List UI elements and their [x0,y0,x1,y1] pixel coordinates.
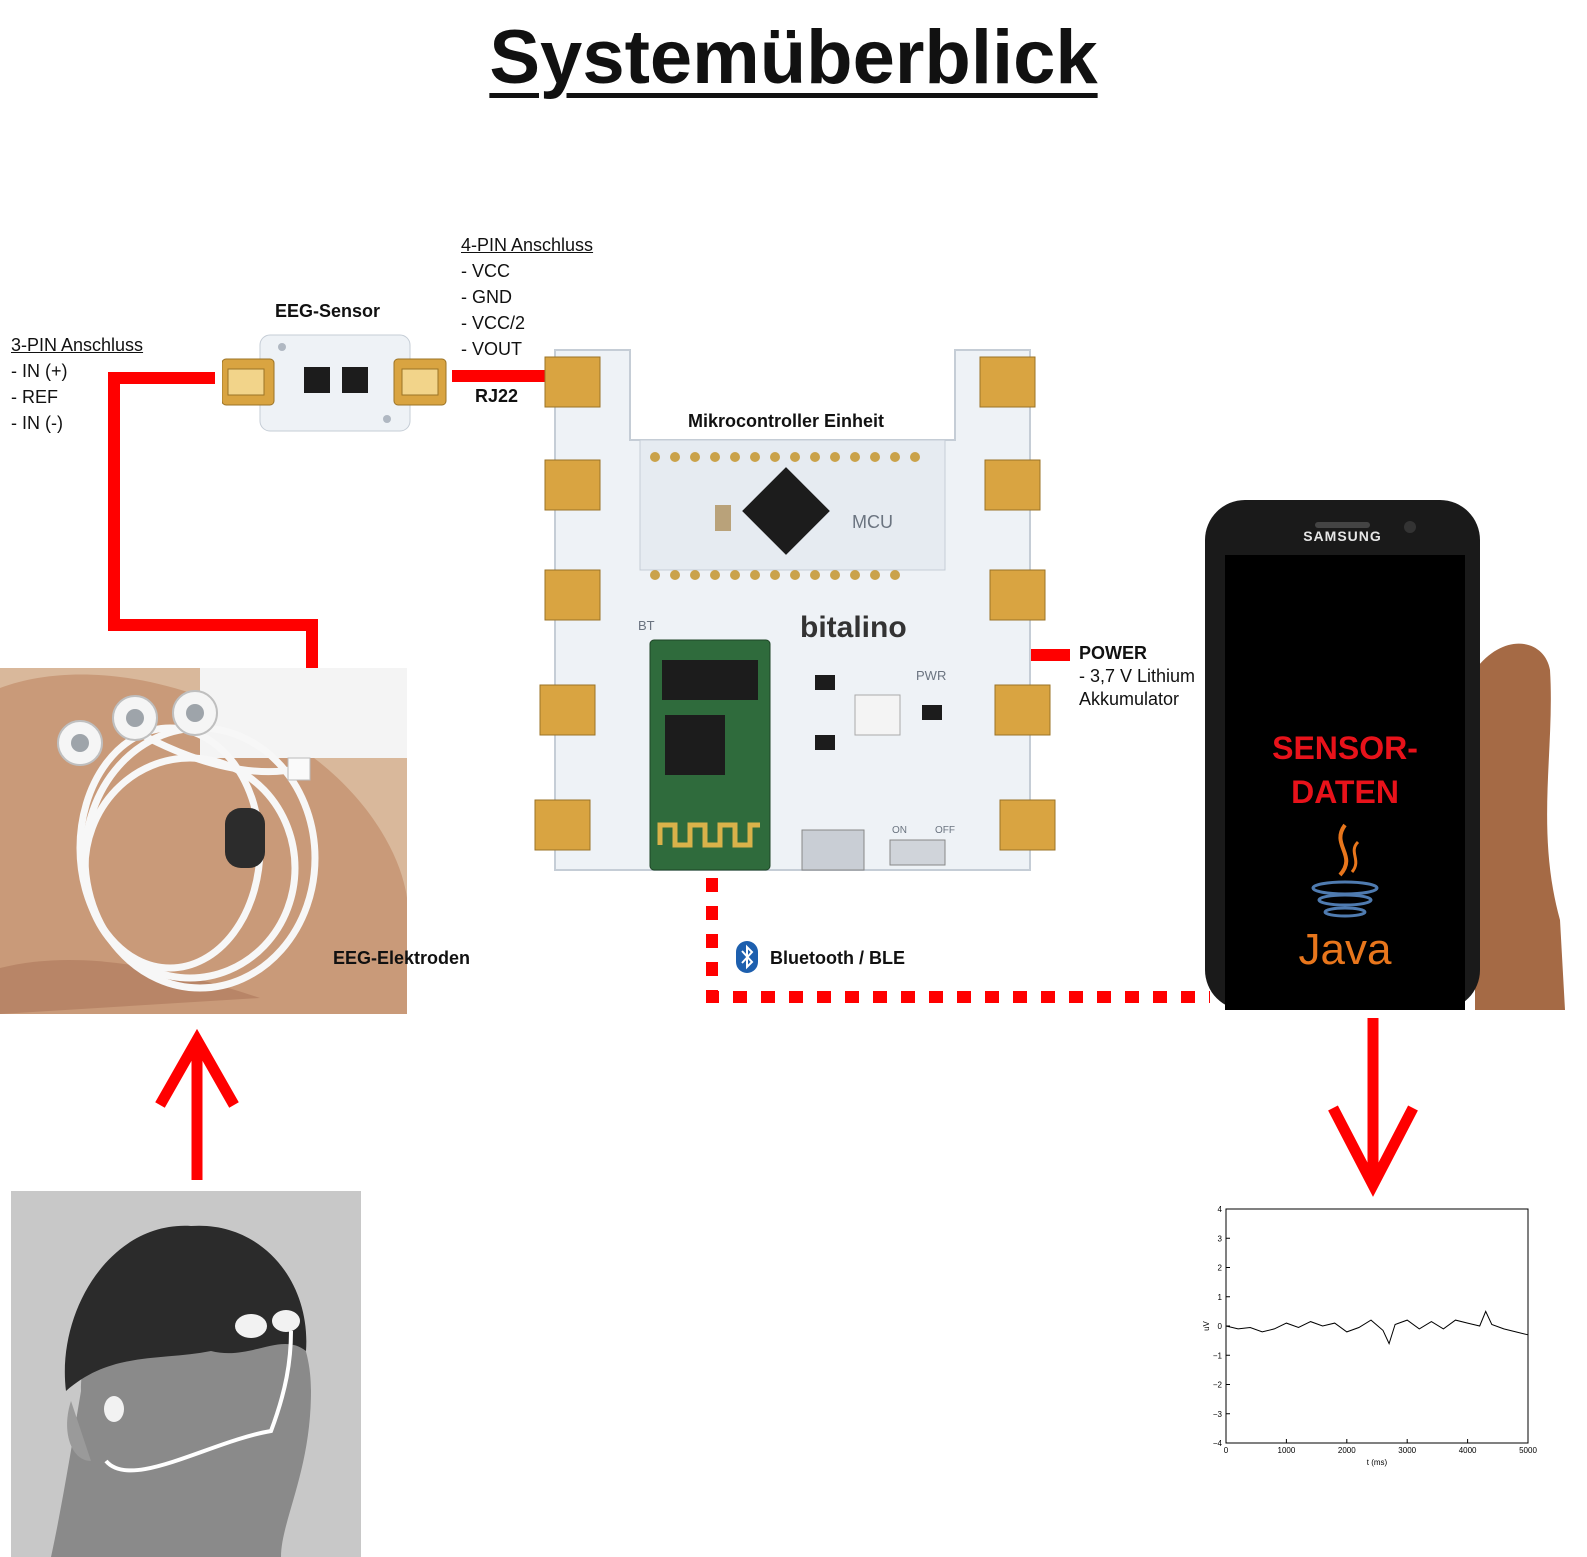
y-tick-label: 2 [1218,1264,1223,1273]
java-text: Java [1298,925,1392,974]
down-arrow [1328,1018,1418,1197]
y-tick-label: −3 [1213,1410,1223,1419]
power-heading: POWER [1079,643,1148,663]
pin3-block: 3-PIN Anschluss - IN (+) - REF - IN (-) [11,332,143,436]
y-tick-label: −1 [1213,1351,1223,1360]
screen-line2: DATEN [1291,774,1399,810]
electrodes-label: EEG-Elektroden [333,948,471,968]
pin4-heading: 4-PIN Anschluss [461,235,594,255]
bitalino-logo-text: bitalino [800,611,907,644]
pin3-heading: 3-PIN Anschluss [11,335,144,355]
pin3-item: - REF [11,387,58,407]
y-tick-label: −2 [1213,1381,1223,1390]
eeg-sensor-board [221,333,447,433]
pin4-item: - VCC [461,261,510,281]
pwr-board-text: PWR [916,668,946,683]
power-block: POWER - 3,7 V Lithium Akkumulator [1079,640,1195,712]
mcu-label: Mikrocontroller Einheit [688,411,885,431]
x-tick-label: 4000 [1459,1446,1477,1455]
y-tick-label: 3 [1218,1234,1223,1243]
bt-board-text: BT [638,618,655,633]
eeg-series-line [1225,1310,1529,1345]
y-tick-label: 0 [1218,1322,1223,1331]
y-tick-label: −4 [1213,1439,1223,1448]
bluetooth-icon [736,941,758,978]
y-tick-label: 1 [1218,1293,1223,1302]
x-tick-label: 1000 [1278,1446,1296,1455]
java-logo-icon [1300,820,1390,920]
power-line1: - 3,7 V Lithium [1079,666,1196,686]
power-line2: Akkumulator [1079,689,1180,709]
y-axis-label: uV [1202,1320,1211,1330]
up-arrow [155,1028,239,1180]
x-tick-label: 0 [1224,1446,1229,1455]
on-board-text: ON [892,825,907,836]
bluetooth-link-line [706,878,1210,1003]
x-axis-label: t (ms) [1367,1458,1388,1467]
bluetooth-label: Bluetooth / BLE [770,948,905,968]
phone-screen-text: SENSOR- DATEN [1225,726,1465,814]
mcu-board: MCU bitalino BT PWR ON OFF [530,345,1060,880]
head-photo [11,1191,361,1557]
pin4-item: - VOUT [461,339,522,359]
screen-line1: SENSOR- [1272,730,1418,766]
pin3-item: - IN (-) [11,413,63,433]
page-title: Systemüberblick [489,15,1098,100]
eeg-sensor-label: EEG-Sensor [275,301,381,321]
eeg-signal-chart: 0 1000 2000 3000 4000 5000 −4 −3 −2 −1 0 1 2 3 4 t (ms)… [1202,1205,1537,1467]
plot-frame [1225,1208,1529,1444]
electrode-cable-line [108,372,318,745]
phone-in-hand [1205,500,1565,1010]
x-tick-label: 3000 [1398,1446,1416,1455]
rj22-label: RJ22 [475,386,519,406]
mcu-board-text: MCU [852,512,893,532]
electrodes-photo [0,668,407,1014]
pin4-item: - GND [461,287,512,307]
x-tick-label: 2000 [1338,1446,1356,1455]
pin3-item: - IN (+) [11,361,68,381]
y-tick-label: 4 [1218,1205,1223,1214]
x-tick-label: 5000 [1519,1446,1537,1455]
phone-brand: SAMSUNG [1303,528,1382,544]
off-board-text: OFF [935,825,955,836]
pin4-item: - VCC/2 [461,313,526,333]
pin4-block: 4-PIN Anschluss - VCC - GND - VCC/2 - VO… [461,232,593,362]
